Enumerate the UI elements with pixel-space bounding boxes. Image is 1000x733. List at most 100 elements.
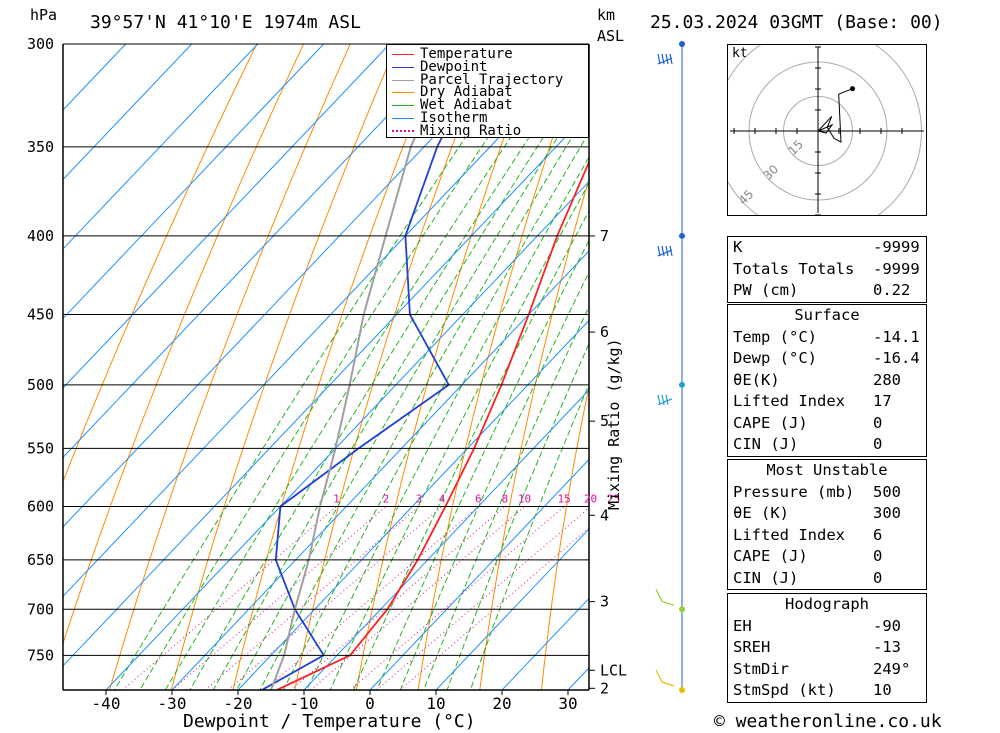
isotherm-line bbox=[63, 44, 523, 528]
legend-label: Parcel Trajectory bbox=[420, 71, 564, 88]
table-title: Surface bbox=[794, 306, 860, 324]
table-row: StmSpd (kt) 10 bbox=[728, 680, 926, 702]
row-label: CIN (J) bbox=[733, 435, 799, 453]
wind-barb bbox=[655, 589, 675, 606]
wind-barb bbox=[657, 245, 673, 257]
legend-swatch bbox=[392, 130, 414, 133]
x-tick-label: -20 bbox=[224, 694, 253, 713]
table-row: CIN (J) 0 bbox=[728, 434, 926, 456]
row-value: -9999 bbox=[873, 259, 920, 278]
temperature-series bbox=[276, 159, 589, 690]
wind-barb-flag bbox=[665, 245, 669, 257]
row-label: StmSpd (kt) bbox=[733, 681, 836, 699]
wet-adiabat-line bbox=[446, 342, 589, 690]
hodograph-end-dot bbox=[850, 86, 855, 92]
row-label: EH bbox=[733, 616, 752, 635]
row-value: 10 bbox=[873, 681, 892, 699]
wind-barb-shaft bbox=[655, 669, 675, 687]
table-row: Lifted Index 6 bbox=[728, 525, 926, 547]
table-row: CAPE (J) 0 bbox=[728, 546, 926, 568]
pressure-unit-label: hPa bbox=[30, 6, 58, 24]
wind-barb-flag bbox=[661, 394, 665, 405]
row-value: 500 bbox=[873, 482, 901, 501]
mixing-ratio-line bbox=[376, 507, 589, 690]
wind-barb-flag bbox=[657, 53, 661, 65]
hodograph-ring bbox=[728, 45, 922, 215]
row-value: 280 bbox=[873, 370, 901, 389]
pressure-tick-label: 750 bbox=[27, 646, 54, 664]
height-tick-label: LCL bbox=[600, 661, 627, 679]
surface-table: Surface Temp (°C) -14.1 Dewp (°C) -16.4 θE(K)… bbox=[727, 304, 927, 457]
mixing-ratio-value-label: 25 bbox=[607, 492, 620, 505]
isotherm-line bbox=[171, 250, 589, 690]
row-value: 0 bbox=[873, 413, 883, 432]
copyright-footer[interactable]: © weatheronline.co.uk bbox=[714, 711, 942, 732]
row-value: -16.4 bbox=[873, 349, 920, 367]
location-title: 39°57'N 41°10'E 1974m ASL bbox=[90, 12, 361, 33]
wind-level-dot bbox=[679, 606, 685, 613]
pressure-tick-label: 350 bbox=[27, 138, 54, 156]
mixing-ratio-line bbox=[399, 526, 589, 690]
row-value: -90 bbox=[873, 616, 901, 635]
wind-level-dot bbox=[679, 232, 685, 239]
legend-swatch bbox=[392, 118, 414, 119]
wet-adiabat-line bbox=[329, 182, 589, 690]
wet-adiabat-line bbox=[306, 156, 589, 690]
pressure-tick-label: 700 bbox=[27, 600, 54, 618]
pressure-tick-label: 400 bbox=[27, 227, 54, 245]
dry-adiabat-line bbox=[479, 177, 589, 690]
pressure-tick-label: 650 bbox=[27, 551, 54, 569]
table-row: K -9999 bbox=[728, 237, 926, 259]
x-tick-label: -10 bbox=[290, 694, 319, 713]
storm-motion-arrow bbox=[816, 123, 834, 134]
row-value: 17 bbox=[873, 392, 892, 410]
table-row: EH -90 bbox=[728, 616, 926, 638]
table-row: Pressure (mb) 500 bbox=[728, 482, 926, 504]
row-label: Dewp (°C) bbox=[733, 349, 817, 367]
row-label: StmDir bbox=[733, 659, 789, 678]
wet-adiabat-line bbox=[212, 65, 589, 690]
wind-level-dot bbox=[679, 41, 685, 47]
wind-barb-shaft bbox=[657, 398, 673, 406]
wind-barb-flag bbox=[665, 394, 669, 405]
legend-item: Isotherm bbox=[392, 111, 487, 125]
wind-barb bbox=[657, 53, 673, 65]
mixing-ratio-value-label: 6 bbox=[475, 492, 482, 505]
row-value: -9999 bbox=[873, 238, 920, 256]
height-tick-label: 7 bbox=[600, 227, 609, 245]
legend-label: Dry Adiabat bbox=[420, 84, 513, 101]
legend-item: Dry Adiabat bbox=[392, 84, 513, 101]
hodograph-table: Hodograph EH -90 SREH -13 StmDir 249° StmSpd (k… bbox=[727, 593, 927, 703]
isotherm-line bbox=[105, 180, 589, 690]
legend-label: Temperature bbox=[420, 46, 513, 62]
dry-adiabat-line bbox=[417, 44, 585, 690]
row-label: Totals Totals bbox=[733, 259, 855, 278]
height-tick-label: 3 bbox=[600, 593, 609, 611]
hodograph-ring-label: 15 bbox=[785, 137, 806, 158]
row-label: CIN (J) bbox=[733, 568, 799, 587]
mixing-ratio-value-label: 1 bbox=[333, 492, 340, 505]
table-row: θE(K) 280 bbox=[728, 370, 926, 392]
row-value: 0 bbox=[873, 568, 883, 587]
isotherm-line bbox=[63, 44, 589, 598]
row-label: Temp (°C) bbox=[733, 327, 817, 346]
row-value: 0 bbox=[873, 547, 883, 565]
wind-barb-flag bbox=[661, 245, 665, 257]
wet-adiabat-line bbox=[352, 209, 589, 690]
wet-adiabat-line bbox=[469, 383, 589, 690]
wind-level-dot bbox=[679, 381, 685, 388]
mixing-ratio-axis-label: Mixing Ratio (g/kg) bbox=[605, 338, 623, 510]
x-tick-label: 20 bbox=[492, 694, 511, 713]
wind-barb-column bbox=[655, 41, 685, 693]
table-row: CAPE (J) 0 bbox=[728, 413, 926, 435]
datetime-label: 25.03.2024 03GMT (Base: 00) bbox=[650, 12, 943, 33]
row-label: θE (K) bbox=[733, 504, 789, 522]
mixing-ratio-line bbox=[122, 506, 337, 690]
isotherm-line bbox=[63, 44, 325, 320]
pressure-tick-label: 550 bbox=[27, 439, 54, 457]
mixing-ratio-line bbox=[204, 506, 420, 690]
isotherm-line bbox=[63, 44, 391, 389]
x-tick-label: 0 bbox=[365, 694, 375, 713]
hodograph-unit: kt bbox=[732, 46, 748, 61]
